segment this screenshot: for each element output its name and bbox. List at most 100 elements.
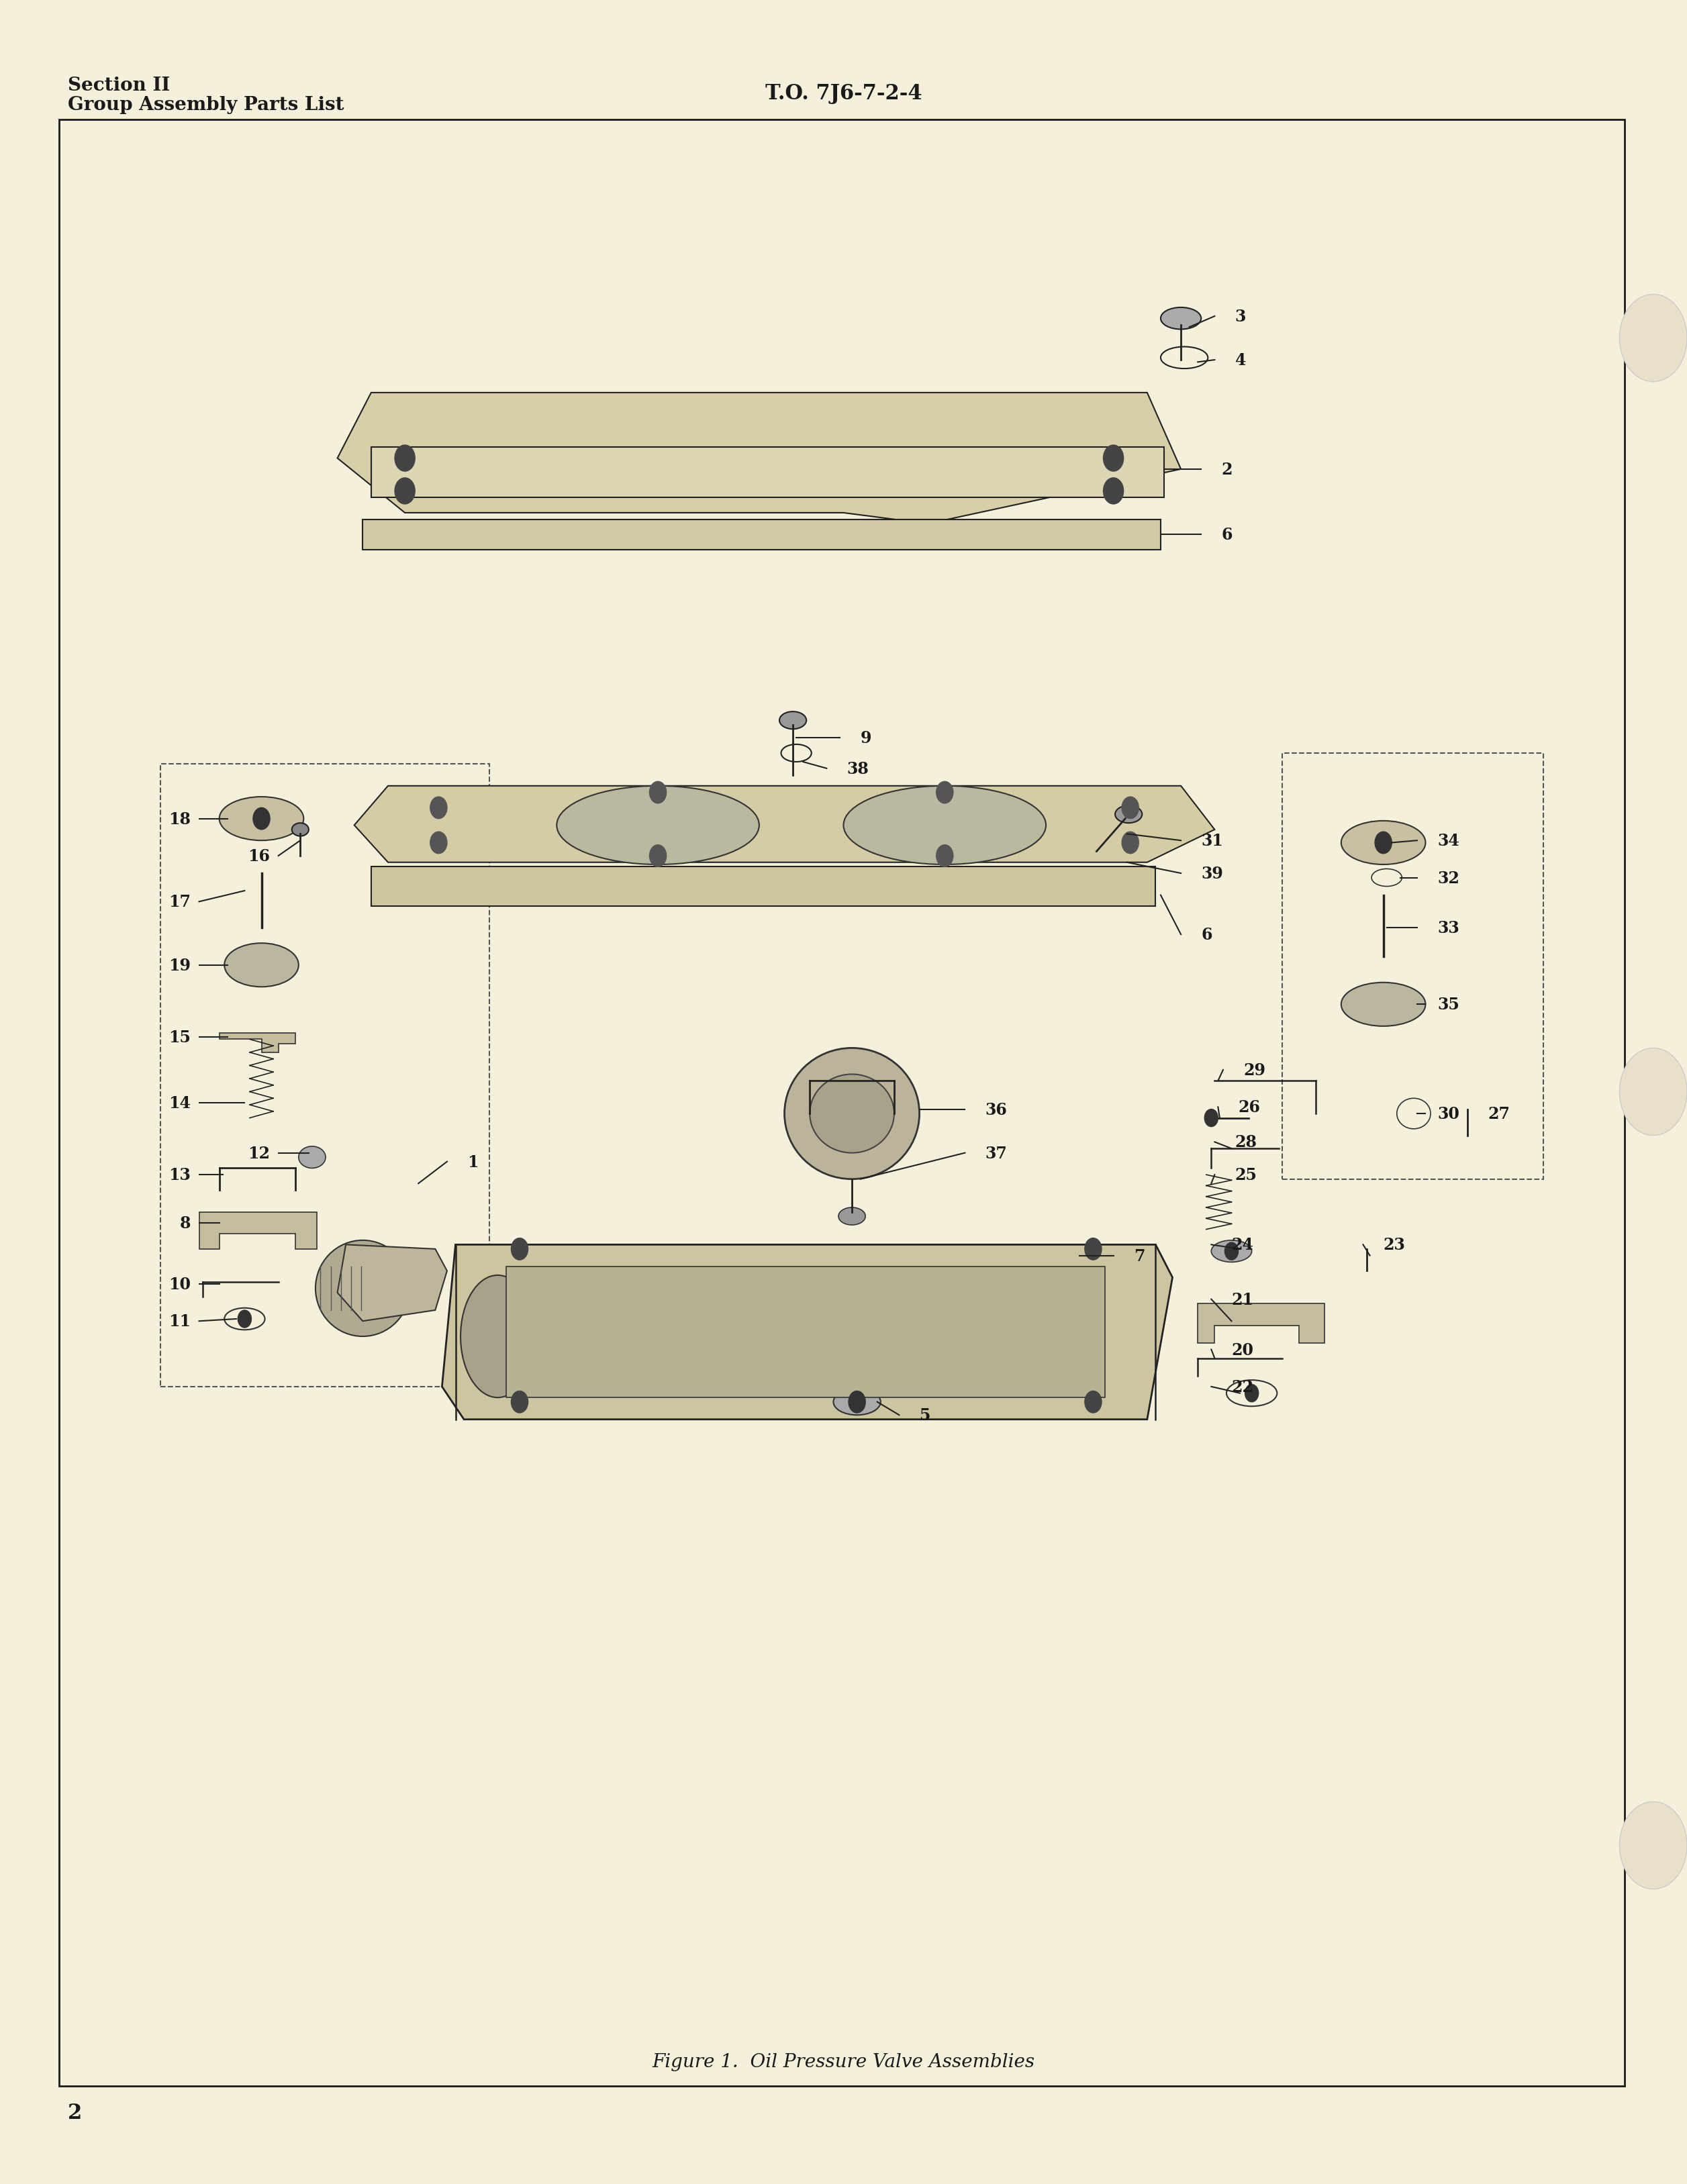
Text: 26: 26 — [1238, 1099, 1260, 1116]
Ellipse shape — [838, 1208, 865, 1225]
Circle shape — [395, 446, 415, 472]
Polygon shape — [337, 1245, 447, 1321]
Text: 28: 28 — [1235, 1133, 1257, 1151]
Text: 2: 2 — [67, 2101, 81, 2123]
Polygon shape — [506, 1267, 1105, 1398]
Text: 9: 9 — [860, 729, 872, 747]
Text: 32: 32 — [1437, 869, 1459, 887]
Ellipse shape — [833, 1389, 881, 1415]
Ellipse shape — [1341, 821, 1426, 865]
Circle shape — [1122, 797, 1139, 819]
Text: 25: 25 — [1235, 1166, 1257, 1184]
Polygon shape — [371, 448, 1164, 498]
Text: 30: 30 — [1437, 1105, 1459, 1123]
Text: 16: 16 — [248, 847, 270, 865]
Circle shape — [1620, 295, 1687, 382]
Text: 24: 24 — [1232, 1236, 1253, 1254]
Ellipse shape — [1211, 1241, 1252, 1262]
Text: 13: 13 — [169, 1166, 191, 1184]
Circle shape — [511, 1238, 528, 1260]
Circle shape — [1085, 1391, 1102, 1413]
Text: 31: 31 — [1201, 832, 1223, 850]
Polygon shape — [363, 520, 1161, 550]
Text: 5: 5 — [919, 1406, 931, 1424]
Polygon shape — [442, 1245, 1172, 1420]
Circle shape — [395, 478, 415, 505]
Text: 29: 29 — [1243, 1061, 1265, 1079]
Ellipse shape — [299, 1147, 326, 1168]
Circle shape — [1620, 1048, 1687, 1136]
Text: 1: 1 — [467, 1153, 479, 1171]
Circle shape — [1103, 478, 1124, 505]
Text: 18: 18 — [169, 810, 191, 828]
Text: 6: 6 — [1221, 526, 1233, 544]
Text: 3: 3 — [1235, 308, 1247, 325]
Text: 6: 6 — [1201, 926, 1213, 943]
Text: 15: 15 — [169, 1029, 191, 1046]
Circle shape — [936, 782, 953, 804]
Text: Group Assembly Parts List: Group Assembly Parts List — [67, 96, 344, 114]
Text: 22: 22 — [1232, 1378, 1253, 1396]
Circle shape — [649, 782, 666, 804]
Circle shape — [1225, 1243, 1238, 1260]
Text: 12: 12 — [248, 1144, 270, 1162]
Text: T.O. 7J6-7-2-4: T.O. 7J6-7-2-4 — [766, 83, 921, 105]
Text: 11: 11 — [169, 1313, 191, 1330]
Circle shape — [849, 1391, 865, 1413]
Ellipse shape — [779, 712, 806, 729]
Polygon shape — [371, 867, 1156, 906]
Text: 38: 38 — [847, 760, 869, 778]
Text: 4: 4 — [1235, 352, 1247, 369]
Ellipse shape — [557, 786, 759, 865]
Text: 19: 19 — [169, 957, 191, 974]
Circle shape — [430, 832, 447, 854]
Ellipse shape — [1161, 308, 1201, 330]
Ellipse shape — [224, 943, 299, 987]
Ellipse shape — [461, 1275, 535, 1398]
Ellipse shape — [315, 1241, 410, 1337]
Circle shape — [1122, 832, 1139, 854]
Circle shape — [511, 1391, 528, 1413]
Circle shape — [253, 808, 270, 830]
Text: 2: 2 — [1221, 461, 1233, 478]
Text: Section II: Section II — [67, 76, 170, 94]
Text: 10: 10 — [169, 1275, 191, 1293]
Circle shape — [649, 845, 666, 867]
Circle shape — [1375, 832, 1392, 854]
Ellipse shape — [810, 1075, 894, 1153]
Circle shape — [936, 845, 953, 867]
Ellipse shape — [292, 823, 309, 836]
Circle shape — [1085, 1238, 1102, 1260]
Text: 8: 8 — [179, 1214, 191, 1232]
Circle shape — [1205, 1109, 1218, 1127]
Ellipse shape — [219, 797, 304, 841]
Text: 35: 35 — [1437, 996, 1459, 1013]
Text: 14: 14 — [169, 1094, 191, 1112]
Text: 7: 7 — [1134, 1247, 1145, 1265]
Text: 20: 20 — [1232, 1341, 1253, 1358]
Polygon shape — [337, 393, 1181, 524]
Circle shape — [1103, 446, 1124, 472]
Ellipse shape — [784, 1048, 919, 1179]
Text: 39: 39 — [1201, 865, 1223, 882]
Text: 21: 21 — [1232, 1291, 1253, 1308]
Circle shape — [238, 1310, 251, 1328]
Text: 34: 34 — [1437, 832, 1459, 850]
Polygon shape — [219, 1033, 295, 1053]
Text: 36: 36 — [985, 1101, 1007, 1118]
Text: Figure 1.  Oil Pressure Valve Assemblies: Figure 1. Oil Pressure Valve Assemblies — [653, 2053, 1034, 2070]
Polygon shape — [199, 1212, 317, 1249]
Circle shape — [1245, 1385, 1259, 1402]
Text: 37: 37 — [985, 1144, 1007, 1162]
Text: 23: 23 — [1383, 1236, 1405, 1254]
Ellipse shape — [1115, 806, 1142, 823]
Text: 27: 27 — [1488, 1105, 1510, 1123]
Ellipse shape — [1341, 983, 1426, 1026]
Ellipse shape — [844, 786, 1046, 865]
Text: 17: 17 — [169, 893, 191, 911]
Text: 33: 33 — [1437, 919, 1459, 937]
Circle shape — [430, 797, 447, 819]
Polygon shape — [354, 786, 1215, 863]
Circle shape — [1620, 1802, 1687, 1889]
Polygon shape — [1198, 1304, 1324, 1343]
